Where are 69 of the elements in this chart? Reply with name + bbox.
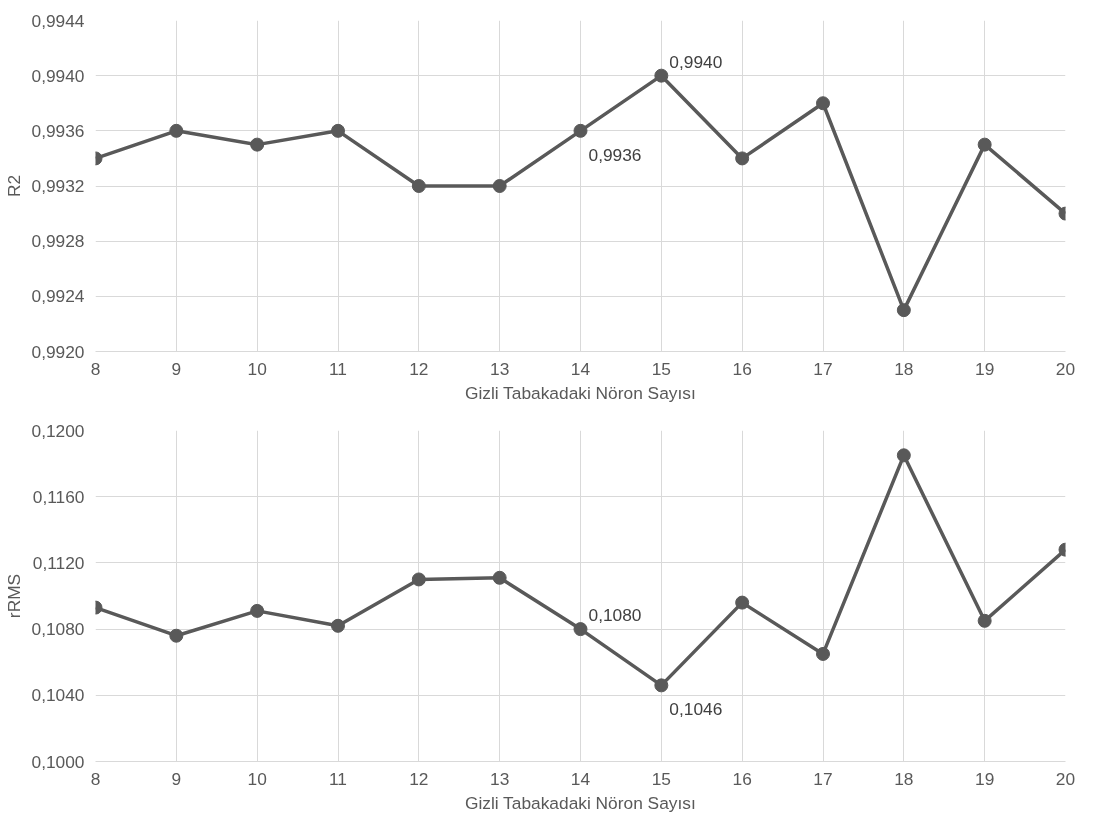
y-tick-label: 0,1120 [32,552,85,573]
y-tick-label: 0,1000 [31,751,85,772]
point [331,618,345,633]
x-tick-label: 16 [732,768,752,789]
data-label: 0,9940 [669,51,723,72]
y-tick-label: 0,9944 [31,10,85,31]
point [654,678,669,693]
x-tick-label: 8 [90,358,101,379]
data-label: 0,1080 [588,605,642,626]
y-tick-label: 0,1160 [32,486,85,507]
x-tick-label: 9 [171,358,182,379]
point [492,570,507,585]
x-tick-label: 8 [90,768,101,789]
x-tick-label: 20 [1055,768,1076,789]
point [492,179,507,193]
y-tick-label: 0,9928 [31,231,85,252]
point [816,646,830,661]
x-tick-label: 15 [651,358,671,379]
y-tick-label: 0,9924 [31,286,85,307]
y-tick-label: 0,1200 [31,420,85,441]
x-tick-label: 12 [409,358,429,379]
y-tick-label: 0,9920 [31,341,85,362]
y-tick-label: 0,1080 [31,619,85,640]
x-tick-label: 17 [813,768,833,789]
point [654,68,669,83]
x-tick-label: 13 [490,768,510,789]
x-tick-label: 20 [1055,358,1076,379]
y-tick-label: 0,1040 [31,685,85,706]
point [816,96,830,111]
point [573,123,588,138]
point [735,595,750,610]
x-tick-label: 14 [570,358,591,379]
point [411,572,426,587]
x-tick-label: 11 [329,358,348,379]
point [573,622,588,637]
x-tick-label: 13 [490,358,510,379]
data-label: 0,9936 [588,144,642,165]
x-tick-label: 9 [171,768,182,789]
x-axis-title: Gizli Tabakadaki Nöron Sayısı [464,382,696,403]
point [411,179,426,193]
point [169,628,184,643]
x-tick-label: 19 [975,768,995,789]
y-tick-label: 0,9940 [31,65,85,86]
point [896,448,911,463]
point [896,303,911,318]
x-tick-label: 18 [894,768,914,789]
x-tick-label: 14 [570,768,591,789]
x-tick-label: 19 [975,358,995,379]
point [977,613,992,628]
y-tick-label: 0,9936 [31,120,85,141]
point [169,123,184,138]
x-tick-label: 10 [247,358,267,379]
x-tick-label: 16 [732,358,752,379]
point [735,151,750,166]
y-axis-title: R2 [3,174,24,198]
point [977,137,992,152]
y-axis-title: rRMS [3,573,24,619]
point [331,123,345,138]
x-tick-label: 15 [651,768,671,789]
x-tick-label: 12 [409,768,429,789]
data-label: 0,1046 [669,699,723,720]
x-axis-title: Gizli Tabakadaki Nöron Sayısı [464,792,696,813]
x-tick-label: 17 [813,358,833,379]
y-tick-label: 0,9932 [31,176,85,196]
x-tick-label: 11 [329,768,348,789]
point [250,137,265,152]
x-tick-label: 18 [894,358,914,379]
x-tick-label: 10 [247,768,267,789]
point [250,603,265,618]
